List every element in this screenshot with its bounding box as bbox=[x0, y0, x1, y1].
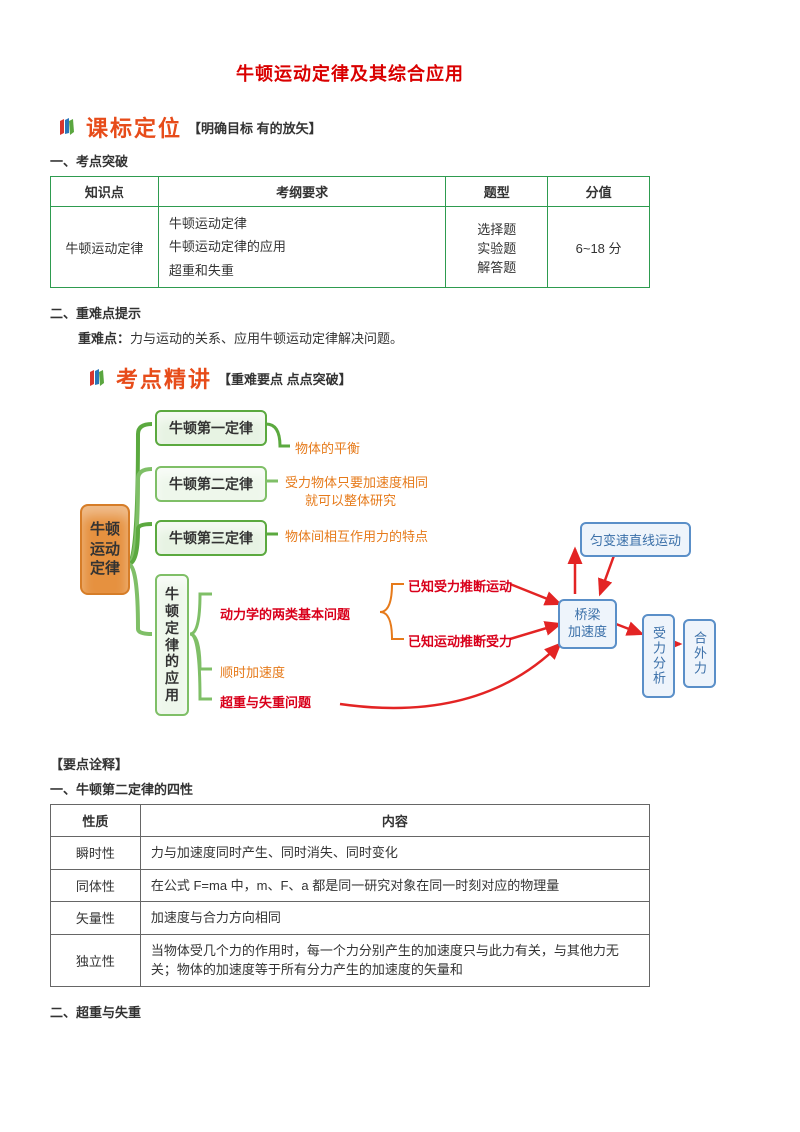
note-law2a: 受力物体只要加速度相同 bbox=[285, 472, 428, 491]
td-property: 独立性 bbox=[51, 934, 141, 986]
td: 选择题 实验题 解答题 bbox=[446, 207, 548, 288]
table-row: 牛顿运动定律 牛顿运动定律 牛顿运动定律的应用 超重和失重 选择题 实验题 解答… bbox=[51, 207, 650, 288]
label-dynamics: 动力学的两类基本问题 bbox=[220, 604, 350, 623]
hint-label: 重难点： bbox=[78, 331, 130, 346]
note-law1: 物体的平衡 bbox=[295, 438, 360, 457]
table-row: 瞬时性力与加速度同时产生、同时消失、同时变化 bbox=[51, 837, 650, 870]
td: 牛顿运动定律 牛顿运动定律的应用 超重和失重 bbox=[158, 207, 446, 288]
root-node: 牛顿运动定律 bbox=[80, 504, 130, 595]
line: 实验题 bbox=[477, 241, 516, 256]
banner-sub: 【明确目标 有的放矢】 bbox=[188, 118, 322, 137]
table-row: 独立性当物体受几个力的作用时，每一个力分别产生的加速度只与此力有关，与其他力无关… bbox=[51, 934, 650, 986]
hint-body: 力与运动的关系、应用牛顿运动定律解决问题。 bbox=[130, 331, 403, 346]
banner-sub: 【重难要点 点点突破】 bbox=[218, 369, 352, 388]
line: 牛顿运动定律的应用 bbox=[169, 239, 286, 254]
note-law2b: 就可以整体研究 bbox=[305, 490, 396, 509]
box-analysis: 受力分析 bbox=[642, 614, 675, 698]
banner-title: 考点精讲 bbox=[116, 362, 212, 394]
th: 分值 bbox=[548, 177, 650, 207]
td-property: 同体性 bbox=[51, 869, 141, 902]
banner-title: 课标定位 bbox=[86, 111, 182, 143]
th: 性质 bbox=[51, 805, 141, 837]
line: 超重和失重 bbox=[169, 263, 234, 278]
box-netforce: 合外力 bbox=[683, 619, 716, 688]
concept-diagram: 牛顿运动定律 牛顿第一定律 物体的平衡 牛顿第二定律 受力物体只要加速度相同 就… bbox=[80, 404, 720, 734]
box-bridge: 桥梁 加速度 bbox=[558, 599, 617, 649]
heading-chaozhong: 二、超重与失重 bbox=[50, 1002, 650, 1021]
table-header-row: 性质 内容 bbox=[51, 805, 650, 837]
node-law3: 牛顿第三定律 bbox=[155, 520, 267, 556]
td-content: 力与加速度同时产生、同时消失、同时变化 bbox=[140, 837, 649, 870]
page-title: 牛顿运动定律及其综合应用 bbox=[50, 60, 650, 86]
node-app: 牛顿定律的应用 bbox=[155, 574, 189, 716]
heading-yaodian: 【要点诠释】 bbox=[50, 754, 650, 773]
table-kaodian: 知识点 考纲要求 题型 分值 牛顿运动定律 牛顿运动定律 牛顿运动定律的应用 超… bbox=[50, 176, 650, 288]
books-icon bbox=[88, 368, 112, 388]
heading-zhongnandian: 二、重难点提示 bbox=[50, 303, 650, 322]
label-shunshi: 顺时加速度 bbox=[220, 662, 285, 681]
td-property: 瞬时性 bbox=[51, 837, 141, 870]
line: 选择题 bbox=[477, 222, 516, 237]
th: 知识点 bbox=[51, 177, 159, 207]
th: 内容 bbox=[140, 805, 649, 837]
box-uniform: 匀变速直线运动 bbox=[580, 522, 691, 557]
table-row: 矢量性加速度与合力方向相同 bbox=[51, 902, 650, 935]
td: 6~18 分 bbox=[548, 207, 650, 288]
note-law3: 物体间相互作用力的特点 bbox=[285, 526, 428, 545]
label-known-motion: 已知运动推断受力 bbox=[408, 631, 512, 650]
table-sixing: 性质 内容 瞬时性力与加速度同时产生、同时消失、同时变化同体性在公式 F=ma … bbox=[50, 804, 650, 987]
td-content: 当物体受几个力的作用时，每一个力分别产生的加速度只与此力有关，与其他力无关；物体… bbox=[140, 934, 649, 986]
node-law2: 牛顿第二定律 bbox=[155, 466, 267, 502]
box-bridge-l1: 桥梁 bbox=[575, 607, 601, 622]
label-chaozhong: 超重与失重问题 bbox=[220, 692, 311, 711]
banner-kaodianjj: 考点精讲 【重难要点 点点突破】 bbox=[88, 362, 650, 394]
heading-sixing: 一、牛顿第二定律的四性 bbox=[50, 779, 650, 798]
box-bridge-l2: 加速度 bbox=[568, 624, 607, 639]
banner-kebiao: 课标定位 【明确目标 有的放矢】 bbox=[58, 111, 650, 143]
table-header-row: 知识点 考纲要求 题型 分值 bbox=[51, 177, 650, 207]
heading-kaodian: 一、考点突破 bbox=[50, 151, 650, 170]
th: 考纲要求 bbox=[158, 177, 446, 207]
node-law1: 牛顿第一定律 bbox=[155, 410, 267, 446]
th: 题型 bbox=[446, 177, 548, 207]
table-row: 同体性在公式 F=ma 中，m、F、a 都是同一研究对象在同一时刻对应的物理量 bbox=[51, 869, 650, 902]
label-known-force: 已知受力推断运动 bbox=[408, 576, 512, 595]
books-icon bbox=[58, 117, 82, 137]
hint-text: 重难点：力与运动的关系、应用牛顿运动定律解决问题。 bbox=[78, 328, 650, 347]
td-content: 加速度与合力方向相同 bbox=[140, 902, 649, 935]
td-content: 在公式 F=ma 中，m、F、a 都是同一研究对象在同一时刻对应的物理量 bbox=[140, 869, 649, 902]
root-label: 牛顿运动定律 bbox=[90, 521, 120, 577]
line: 牛顿运动定律 bbox=[169, 216, 247, 231]
td: 牛顿运动定律 bbox=[51, 207, 159, 288]
line: 解答题 bbox=[477, 260, 516, 275]
td-property: 矢量性 bbox=[51, 902, 141, 935]
